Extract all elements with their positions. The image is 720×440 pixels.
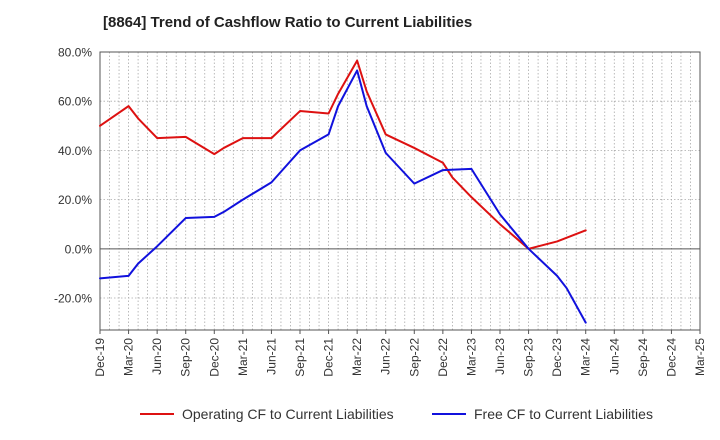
x-tick-label: Jun-22 [379,338,393,375]
legend-label: Operating CF to Current Liabilities [182,406,394,422]
chart-title: [8864] Trend of Cashflow Ratio to Curren… [103,14,473,31]
x-tick-label: Dec-22 [436,338,450,377]
y-tick-label: 80.0% [58,46,92,60]
grid-layer [99,51,701,330]
x-tick-label: Sep-20 [179,338,193,377]
x-tick-label: Dec-24 [664,338,678,377]
y-tick-label: 20.0% [58,193,92,207]
x-tick-label: Jun-21 [264,338,278,375]
x-tick-label: Mar-25 [693,338,707,376]
y-tick-label: -20.0% [54,292,92,306]
legend-label: Free CF to Current Liabilities [474,406,653,422]
x-tick-label: Mar-22 [350,338,364,376]
x-tick-label: Mar-21 [236,338,250,376]
x-tick-label: Dec-21 [322,338,336,377]
x-tick-label: Sep-22 [407,338,421,377]
y-tick-label: 0.0% [65,242,93,256]
series-layer [99,59,587,324]
x-tick-label: Sep-23 [522,338,536,377]
operating-cf-line [99,59,587,250]
plot-border [99,51,701,331]
legend: Operating CF to Current Liabilities Free … [140,406,653,422]
x-tick-label: Dec-20 [207,338,221,377]
free-cf-line [99,69,587,324]
x-tick-label: Mar-20 [122,338,136,376]
x-tick-label: Mar-24 [579,338,593,376]
x-tick-label: Jun-20 [150,338,164,375]
x-tick-label: Sep-21 [293,338,307,377]
x-tick-label: Jun-24 [607,338,621,375]
x-tick-label: Mar-23 [464,338,478,376]
x-tick-label: Dec-19 [93,338,107,377]
x-tick-label: Dec-23 [550,338,564,377]
x-tick-label: Jun-23 [493,338,507,375]
x-tick-label: Sep-24 [636,338,650,377]
y-tick-label: 40.0% [58,144,92,158]
axis-layer: 80.0% 60.0% 40.0% 20.0% 0.0% -20.0% Dec-19 Mar-… [54,46,707,377]
y-tick-label: 60.0% [58,95,92,109]
